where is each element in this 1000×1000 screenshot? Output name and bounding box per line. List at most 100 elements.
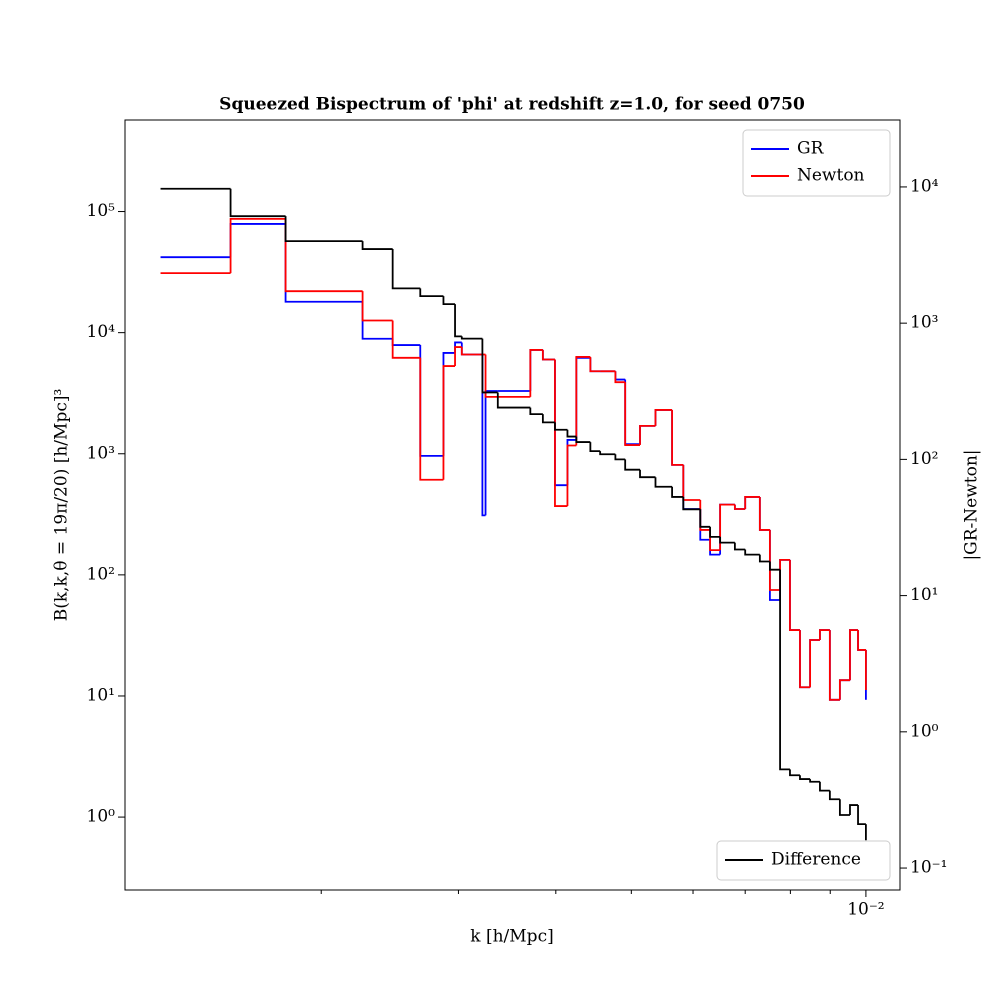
step-segment: [789, 769, 800, 777]
step-segment: [809, 779, 820, 783]
step-segment: [799, 630, 811, 689]
step-segment: [733, 504, 746, 510]
step-segment: [828, 790, 840, 801]
step-segment: [229, 217, 286, 274]
step-segment: [529, 407, 543, 415]
step-segment: [554, 359, 568, 487]
y-tick-label: 10²: [87, 564, 115, 584]
step-segment: [671, 486, 684, 498]
step-segment: [554, 422, 568, 431]
y2-tick-label: 10⁰: [910, 721, 939, 741]
step-segment: [454, 304, 462, 338]
step-segment: [391, 249, 421, 290]
step-segment: [541, 414, 555, 424]
step-segment: [284, 223, 363, 303]
step-segment: [575, 356, 591, 440]
step-segment: [639, 424, 656, 446]
step-segment: [481, 354, 486, 517]
y-axis-label: B(k,k,θ = 19π/20) [h/Mpc]³: [52, 389, 72, 622]
step-segment: [819, 629, 830, 640]
step-segment: [671, 409, 684, 466]
step-segment: [709, 539, 721, 556]
step-segment: [719, 503, 735, 551]
step-segment: [809, 639, 820, 688]
step-segment: [529, 349, 543, 391]
step-segment: [496, 392, 531, 409]
step-segment: [566, 429, 577, 438]
step-segment: [541, 349, 555, 361]
step-segment: [529, 349, 543, 397]
step-segment: [719, 536, 735, 544]
y2-tick-label: 10³: [910, 313, 938, 333]
step-segment: [541, 349, 555, 361]
step-segment: [849, 629, 859, 681]
step-segment: [442, 365, 456, 480]
step-segment: [828, 630, 840, 701]
step-segment: [229, 223, 286, 258]
step-segment: [419, 288, 444, 297]
step-segment: [624, 382, 641, 446]
step-segment: [614, 454, 626, 461]
step-segment: [566, 439, 577, 486]
y2-tick-label: 10¹: [910, 585, 938, 605]
step-segment: [575, 436, 591, 443]
step-segment: [838, 799, 850, 816]
step-segment: [819, 629, 830, 640]
step-segment: [481, 338, 486, 394]
step-segment: [744, 496, 760, 509]
step-segment: [744, 549, 760, 556]
step-segment: [589, 356, 601, 373]
step-segment: [442, 296, 456, 306]
x-axis-label: k [h/Mpc]: [470, 927, 553, 947]
step-segment: [779, 569, 790, 771]
step-segment: [682, 464, 701, 501]
x-tick-label: 10⁻²: [847, 900, 884, 920]
y-tick-label: 10¹: [87, 685, 115, 705]
step-segment: [654, 409, 673, 426]
step-segment: [460, 347, 483, 356]
step-segment: [849, 629, 859, 681]
step-segment: [614, 371, 626, 384]
step-segment: [768, 529, 781, 591]
step-segment: [719, 503, 735, 555]
step-segment: [460, 336, 483, 340]
y-tick-label: 10⁰: [87, 807, 116, 827]
step-segment: [391, 320, 421, 359]
step-segment: [699, 508, 711, 541]
step-segment: [857, 805, 866, 826]
y-tick-label: 10⁴: [87, 322, 116, 342]
step-segment: [733, 542, 746, 551]
step-segment: [229, 188, 286, 218]
y2-tick-label: 10²: [910, 449, 938, 469]
step-segment: [484, 390, 498, 516]
step-segment: [682, 464, 701, 510]
step-segment: [819, 781, 830, 792]
step-segment: [758, 496, 770, 531]
step-segment: [589, 357, 601, 373]
step-segment: [419, 345, 444, 457]
step-segment: [639, 424, 656, 445]
step-segment: [744, 496, 760, 509]
plot-frame: [124, 119, 901, 891]
step-segment: [789, 559, 800, 631]
step-segment: [361, 291, 393, 322]
step-segment: [809, 639, 820, 688]
step-segment: [799, 775, 811, 780]
step-segment: [838, 679, 850, 700]
legend-label: GR: [797, 139, 825, 159]
y2-tick-label: 10⁻¹: [910, 858, 947, 878]
step-segment: [709, 529, 721, 552]
step-segment: [758, 554, 770, 563]
step-segment: [575, 356, 591, 446]
step-segment: [779, 558, 790, 601]
step-segment: [624, 379, 641, 446]
step-segment: [799, 630, 811, 689]
step-segment: [828, 630, 840, 701]
step-segment: [838, 679, 850, 700]
step-segment: [484, 354, 498, 398]
step-segment: [419, 357, 444, 481]
step-segment: [284, 218, 363, 293]
step-segment: [699, 509, 711, 528]
